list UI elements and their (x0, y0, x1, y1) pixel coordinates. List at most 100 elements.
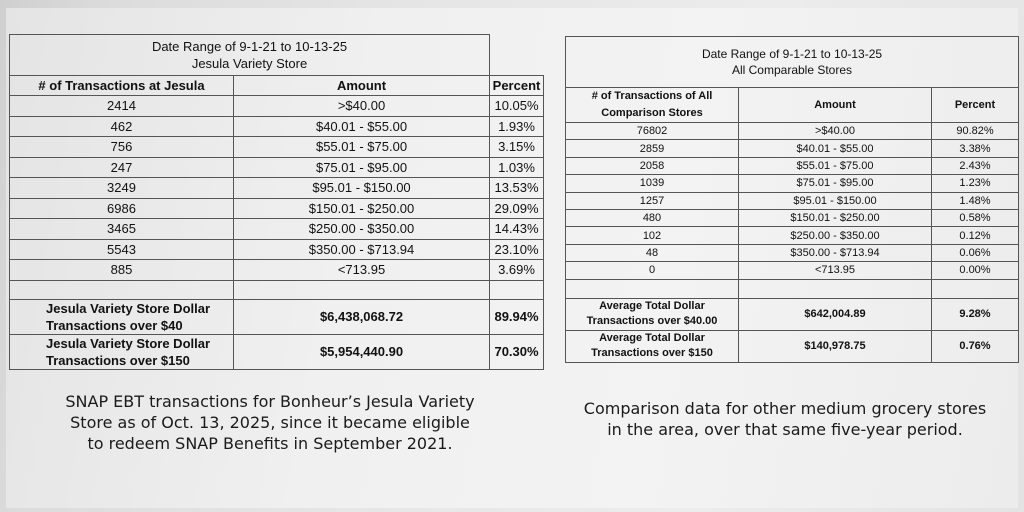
transaction-count: 2414 (9, 95, 234, 117)
amount-range: $250.00 - $350.00 (232, 218, 491, 240)
transaction-count: 102 (565, 226, 739, 245)
summary-percent: 89.94% (489, 298, 545, 335)
amount-range: $75.01 - $95.00 (738, 174, 932, 193)
amount-range: >$40.00 (232, 95, 491, 117)
table-row: 2414 >$40.00 10.05% (9, 95, 545, 117)
transaction-count: 0 (565, 261, 739, 280)
jesula-caption: SNAP EBT transactions for Bonheur’s Jesu… (65, 392, 475, 453)
percent-value: 2.43% (931, 156, 1019, 176)
transaction-count: 1039 (565, 174, 739, 193)
comparison-title-stores: All Comparable Stores (731, 63, 853, 77)
summary-row: Jesula Variety Store Dollar Transactions… (9, 333, 545, 370)
table-row: 2058 $55.01 - $75.00 2.43% (565, 156, 1019, 176)
summary-row: Jesula Variety Store Dollar Transactions… (9, 298, 545, 335)
summary-label: Jesula Variety Store Dollar Transactions… (9, 298, 234, 335)
column-header-amount: Amount (738, 87, 932, 123)
transaction-count: 2859 (565, 139, 739, 158)
table-row: 48 $350.00 - $713.94 0.06% (565, 243, 1019, 263)
percent-value: 3.15% (489, 136, 545, 158)
spacer-row (565, 278, 1019, 299)
table-row: 2859 $40.01 - $55.00 3.38% (565, 139, 1019, 158)
transaction-count: 3249 (9, 177, 234, 199)
table-header-row: # of Transactions at Jesula Amount Perce… (9, 75, 545, 96)
transaction-count: 480 (565, 208, 739, 228)
transaction-count: 756 (9, 136, 234, 158)
table-row: 480 $150.01 - $250.00 0.58% (565, 208, 1019, 228)
table-row: 462 $40.01 - $55.00 1.93% (9, 115, 545, 137)
table-row: 3249 $95.01 - $150.00 13.53% (9, 177, 545, 199)
percent-value: 0.58% (931, 208, 1019, 228)
transaction-count: 1257 (565, 191, 739, 210)
percent-value: 23.10% (489, 238, 545, 260)
table-row: 3465 $250.00 - $350.00 14.43% (9, 218, 545, 240)
table-row: 6986 $150.01 - $250.00 29.09% (9, 197, 545, 219)
percent-value: 29.09% (489, 197, 545, 219)
table-row: 247 $75.01 - $95.00 1.03% (9, 156, 545, 178)
comparison-transactions-table: Date Range of 9-1-21 to 10-13-25 All Com… (565, 36, 1019, 363)
column-header-count: # of Transactions at Jesula (9, 75, 234, 96)
table-title-row: Date Range of 9-1-21 to 10-13-25 All Com… (565, 36, 1019, 88)
amount-range: $55.01 - $75.00 (232, 136, 491, 158)
amount-range: >$40.00 (738, 121, 932, 141)
amount-range: $350.00 - $713.94 (232, 238, 491, 260)
summary-percent: 0.76% (931, 329, 1019, 363)
percent-value: 1.03% (489, 156, 545, 178)
table-row: 76802 >$40.00 90.82% (565, 121, 1019, 141)
jesula-table-title: Date Range of 9-1-21 to 10-13-25 Jesula … (8, 34, 491, 76)
jesula-transactions-table: Date Range of 9-1-21 to 10-13-25 Jesula … (8, 34, 545, 370)
amount-range: $95.01 - $150.00 (738, 191, 932, 210)
table-row: 102 $250.00 - $350.00 0.12% (565, 226, 1019, 245)
amount-range: $75.01 - $95.00 (232, 156, 491, 178)
table-row: 1039 $75.01 - $95.00 1.23% (565, 174, 1019, 193)
transaction-count: 462 (9, 115, 234, 137)
transaction-count: 3465 (9, 218, 234, 240)
amount-range: $150.01 - $250.00 (738, 208, 932, 228)
amount-range: $40.01 - $55.00 (738, 139, 932, 158)
spacer-row (9, 279, 545, 300)
amount-range: $40.01 - $55.00 (232, 115, 491, 137)
percent-value: 3.69% (489, 259, 545, 281)
percent-value: 13.53% (489, 177, 545, 199)
column-header-amount: Amount (232, 75, 491, 96)
percent-value: 1.48% (931, 191, 1019, 210)
transaction-count: 885 (9, 259, 234, 281)
transaction-count: 247 (9, 156, 234, 178)
amount-range: <713.95 (232, 259, 491, 281)
amount-range: $150.01 - $250.00 (232, 197, 491, 219)
table-row: 5543 $350.00 - $713.94 23.10% (9, 238, 545, 260)
summary-label: Jesula Variety Store Dollar Transactions… (9, 333, 234, 370)
summary-row: Average Total Dollar Transactions over $… (565, 297, 1019, 331)
amount-range: <713.95 (738, 261, 932, 280)
transaction-count: 6986 (9, 197, 234, 219)
summary-label: Average Total Dollar Transactions over $… (565, 297, 739, 331)
table-row: 885 <713.95 3.69% (9, 259, 545, 281)
transaction-count: 48 (565, 243, 739, 263)
column-header-percent: Percent (489, 75, 545, 96)
column-header-percent: Percent (931, 87, 1019, 123)
summary-amount: $6,438,068.72 (232, 298, 491, 335)
table-row: 1257 $95.01 - $150.00 1.48% (565, 191, 1019, 210)
table-row: 0 <713.95 0.00% (565, 261, 1019, 280)
amount-range: $250.00 - $350.00 (738, 226, 932, 245)
percent-value: 0.12% (931, 226, 1019, 245)
summary-amount: $140,978.75 (738, 329, 932, 363)
percent-value: 1.23% (931, 174, 1019, 193)
percent-value: 0.00% (931, 261, 1019, 280)
column-header-count: # of Transactions of All Comparison Stor… (565, 87, 739, 123)
transaction-count: 76802 (565, 121, 739, 141)
amount-range: $55.01 - $75.00 (738, 156, 932, 176)
jesula-title-date-range: Date Range of 9-1-21 to 10-13-25 (151, 39, 348, 54)
percent-value: 3.38% (931, 139, 1019, 158)
percent-value: 14.43% (489, 218, 545, 240)
summary-percent: 70.30% (489, 333, 545, 370)
comparison-caption: Comparison data for other medium grocery… (583, 399, 987, 439)
table-row: 756 $55.01 - $75.00 3.15% (9, 136, 545, 158)
comparison-title-date-range: Date Range of 9-1-21 to 10-13-25 (701, 47, 883, 61)
comparison-table-title: Date Range of 9-1-21 to 10-13-25 All Com… (565, 36, 1019, 88)
summary-percent: 9.28% (931, 297, 1019, 331)
summary-amount: $642,004.89 (738, 297, 932, 331)
table-title-row: Date Range of 9-1-21 to 10-13-25 Jesula … (8, 34, 544, 76)
percent-value: 90.82% (931, 121, 1019, 141)
percent-value: 1.93% (489, 115, 545, 137)
percent-value: 0.06% (931, 243, 1019, 263)
